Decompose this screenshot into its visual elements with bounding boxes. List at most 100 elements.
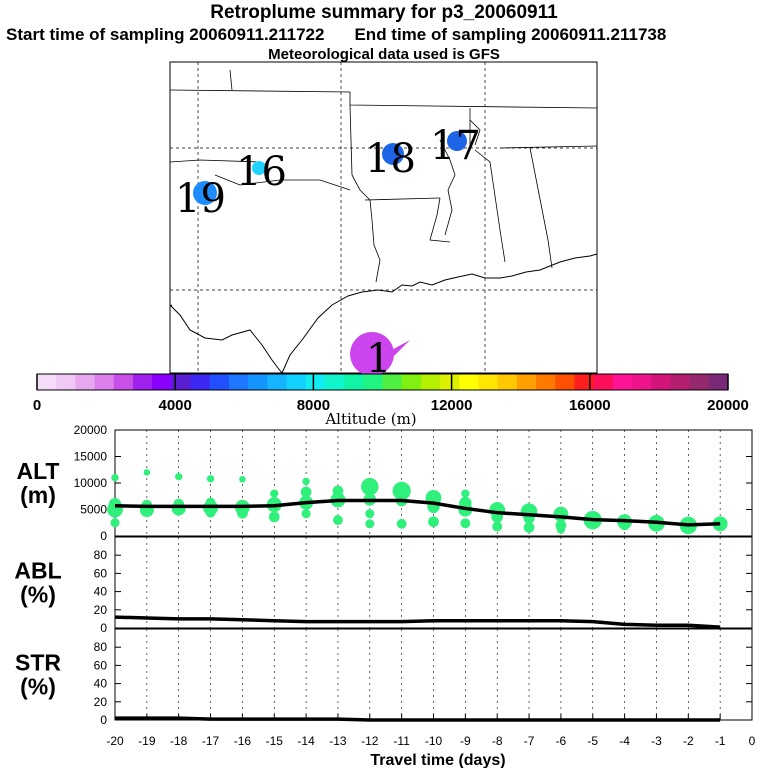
colorbar-cell [94, 374, 115, 390]
colorbar-cell [670, 374, 691, 390]
x-tick-label: -20 [106, 734, 124, 748]
altitude-point [300, 486, 312, 498]
x-tick-label: 0 [749, 734, 756, 748]
altitude-point [460, 518, 471, 529]
colorbar-cell [440, 374, 460, 390]
altitude-point [110, 518, 120, 528]
y-tick-label: 0 [100, 529, 107, 543]
altitude-point [361, 477, 379, 496]
x-tick-label: -1 [715, 734, 726, 748]
day-marker-label: 17 [430, 123, 481, 169]
day-marker-label: 19 [175, 176, 226, 222]
y-tick-label: 40 [94, 677, 108, 691]
x-tick-label: -15 [266, 734, 284, 748]
altitude-point [392, 481, 411, 501]
map-frame [169, 61, 598, 374]
x-axis-label: Travel time (days) [370, 752, 505, 768]
colorbar-cell [612, 374, 633, 390]
colorbar-cell [420, 374, 441, 390]
series-line-str [115, 716, 721, 722]
x-tick-label: -18 [170, 734, 188, 748]
y-tick-label: 15000 [74, 450, 108, 464]
colorbar-tick-label: 0 [33, 397, 41, 414]
colorbar-cell [324, 374, 345, 390]
day-marker-dot [252, 161, 266, 175]
altitude-point [461, 489, 470, 498]
colorbar-ticks: 0 4000 8000 12000 16000 20000 [33, 374, 749, 414]
y-tick-label: 10000 [74, 476, 108, 490]
colorbar-cell [497, 374, 518, 390]
colorbar: 0 4000 8000 12000 16000 20000 Altitude (m) [33, 373, 749, 428]
x-tick-label: -9 [460, 734, 471, 748]
colorbar-cell [593, 374, 614, 390]
end-time-label: End time of sampling 20060911.211738 [354, 25, 667, 44]
y-axis-label: (%) [20, 582, 56, 608]
x-tick-label: -10 [425, 734, 443, 748]
day-marker-dot [382, 143, 404, 165]
panel-str: 0 20 40 60 80 STR(%) [15, 628, 753, 727]
colorbar-cells [37, 374, 729, 390]
map-gridlines [170, 62, 597, 373]
colorbar-cell [37, 374, 57, 390]
colorbar-cell [286, 374, 307, 390]
y-axis-label: STR [15, 650, 61, 676]
y-tick-label: 20 [94, 695, 108, 709]
colorbar-cell [56, 374, 76, 390]
colorbar-cell [478, 374, 499, 390]
altitude-point [365, 509, 375, 519]
colorbar-label: Altitude (m) [324, 410, 416, 428]
altitude-point [333, 515, 343, 526]
colorbar-cell [574, 374, 595, 390]
altitude-point [270, 489, 279, 498]
altitude-point [239, 476, 246, 483]
colorbar-tick-label: 12000 [431, 397, 473, 414]
day-marker-dot [193, 181, 217, 205]
colorbar-cell [516, 374, 537, 390]
y-tick-label: 20 [94, 603, 108, 617]
start-time-label: Start time of sampling 20060911.211722 [6, 25, 325, 44]
coastline [169, 253, 598, 374]
colorbar-cell [75, 374, 96, 390]
altitude-point [365, 519, 375, 529]
colorbar-cell [267, 374, 288, 390]
colorbar-cell [209, 374, 230, 390]
colorbar-cell [190, 374, 211, 390]
map: 19 16 18 17 1 [169, 61, 598, 382]
altitude-point [175, 472, 183, 481]
altitude-point [268, 511, 280, 523]
x-axis: -20 -19 -18 -17 -16 -15 -14 -13 -12 -11 -10 -9 -8 -7-… [106, 714, 756, 748]
altitude-point [332, 485, 344, 497]
altitude-point [302, 477, 310, 486]
colorbar-cell [459, 374, 479, 390]
altitude-point [553, 506, 569, 522]
altitude-point [523, 522, 535, 533]
altitude-point [111, 474, 119, 482]
y-tick-label: 60 [94, 658, 108, 672]
x-tick-label: -4 [619, 734, 630, 748]
colorbar-tick-label: 4000 [159, 397, 192, 414]
colorbar-cell [305, 374, 326, 390]
time-series-panels: 05000100001500020000ALT(m)020406080ABL(%… [14, 423, 755, 748]
altitude-point [143, 469, 151, 476]
x-tick-label: -7 [524, 734, 535, 748]
met-data-label: Meteorological data used is GFS [268, 46, 500, 63]
colorbar-cell [228, 374, 249, 390]
colorbar-cell [689, 374, 710, 390]
colorbar-cell [382, 374, 403, 390]
colorbar-cell [536, 374, 556, 390]
day-marker-dot [447, 131, 467, 151]
day-marker-dot [350, 332, 394, 376]
colorbar-cell [651, 374, 671, 390]
x-tick-label: -8 [492, 734, 503, 748]
series-line-alt [114, 498, 721, 527]
y-tick-label: 0 [100, 621, 107, 635]
colorbar-cell [344, 374, 364, 390]
x-tick-label: -2 [683, 734, 694, 748]
panel-alt: 0 5000 10000 15000 20000 ALT(m) [16, 423, 753, 543]
y-tick-label: 40 [94, 585, 108, 599]
x-tick-label: -12 [361, 734, 379, 748]
colorbar-cell [555, 374, 575, 390]
day-marker-label: 18 [365, 136, 416, 182]
altitude-point [206, 475, 215, 483]
y-axis-label: ALT [16, 458, 59, 484]
